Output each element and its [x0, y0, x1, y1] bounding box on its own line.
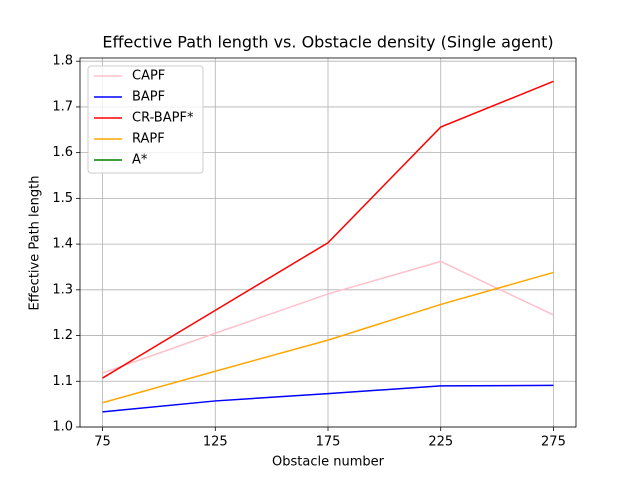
y-tick-label: 1.4	[52, 237, 73, 252]
y-tick-label: 1.2	[52, 328, 73, 343]
y-tick-label: 1.8	[52, 54, 73, 69]
legend-label: BAPF	[132, 90, 165, 105]
x-tick-label: 225	[428, 435, 453, 450]
y-tick-label: 1.1	[52, 374, 73, 389]
legend: CAPF BAPF CR-BAPF* RAPF A*	[87, 65, 204, 174]
legend-label: A*	[132, 153, 148, 168]
series-line	[102, 260, 554, 374]
plot-frame	[79, 57, 577, 428]
y-axis-label: Effective Path length	[28, 176, 43, 311]
series-line	[102, 271, 554, 404]
chart-title: Effective Path length vs. Obstacle densi…	[102, 33, 553, 52]
x-axis-label: Obstacle number	[272, 455, 385, 470]
y-tick-label: 1.3	[52, 282, 73, 297]
series-line	[102, 384, 554, 413]
y-tick-label: 1.6	[52, 145, 73, 160]
y-tick-label: 1.0	[52, 420, 73, 435]
legend-label: CAPF	[132, 69, 165, 84]
x-tick-label: 125	[203, 435, 228, 450]
y-tick-label: 1.5	[52, 191, 73, 206]
legend-label: RAPF	[132, 132, 165, 147]
x-tick-label: 75	[94, 435, 111, 450]
legend-label: CR-BAPF*	[132, 111, 194, 126]
y-tick-label: 1.7	[52, 99, 73, 114]
legend-box	[87, 65, 204, 174]
x-tick-label: 275	[541, 435, 566, 450]
series-line	[102, 80, 554, 379]
x-tick-label: 175	[316, 435, 341, 450]
